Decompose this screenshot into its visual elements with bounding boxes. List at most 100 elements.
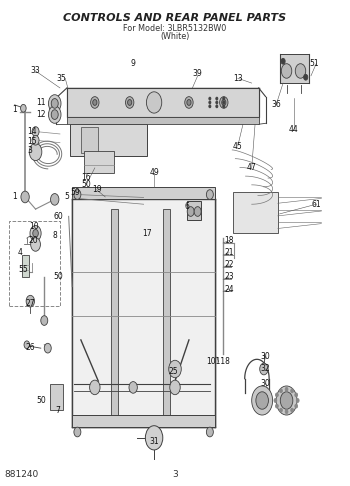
Circle shape [21, 104, 26, 112]
Text: 49: 49 [149, 168, 159, 177]
Bar [280, 54, 309, 83]
Bar [9, 221, 60, 306]
Circle shape [223, 101, 225, 104]
Text: 14: 14 [27, 127, 37, 136]
Text: 16: 16 [81, 173, 91, 182]
Circle shape [44, 343, 51, 353]
Circle shape [32, 136, 39, 145]
Circle shape [129, 382, 137, 393]
Circle shape [275, 393, 278, 397]
Circle shape [126, 97, 134, 108]
Text: 60: 60 [53, 212, 63, 221]
Circle shape [128, 100, 132, 105]
Circle shape [216, 101, 218, 104]
Circle shape [206, 190, 214, 199]
Circle shape [48, 95, 61, 112]
Circle shape [24, 341, 30, 348]
Text: 17: 17 [142, 229, 152, 238]
Circle shape [51, 110, 58, 120]
Text: 22: 22 [224, 260, 234, 269]
Text: 26: 26 [26, 343, 35, 352]
Circle shape [170, 380, 180, 395]
Circle shape [276, 386, 297, 415]
Text: 15: 15 [27, 137, 37, 146]
Text: 50: 50 [53, 273, 63, 281]
Text: 20: 20 [29, 236, 38, 245]
Circle shape [41, 316, 48, 326]
Circle shape [280, 392, 293, 409]
Circle shape [187, 207, 194, 216]
Text: 5: 5 [64, 192, 69, 202]
Circle shape [216, 105, 218, 108]
Text: 23: 23 [224, 273, 234, 281]
Circle shape [146, 92, 162, 113]
Text: 3: 3 [28, 146, 33, 156]
Circle shape [29, 143, 42, 160]
Text: 50: 50 [36, 396, 46, 405]
Text: 7: 7 [56, 406, 61, 415]
Text: 44: 44 [289, 124, 299, 134]
Bar [84, 151, 114, 173]
Text: 881240: 881240 [4, 470, 39, 480]
Text: 4: 4 [18, 248, 22, 257]
Text: 30: 30 [261, 379, 271, 388]
Polygon shape [67, 117, 259, 124]
Bar [111, 209, 118, 417]
Circle shape [219, 97, 228, 108]
Text: 24: 24 [224, 284, 234, 294]
Text: 11: 11 [36, 98, 46, 107]
Circle shape [280, 389, 282, 393]
Circle shape [285, 410, 288, 414]
Bar [70, 124, 147, 156]
Circle shape [48, 106, 61, 123]
Bar [187, 201, 201, 220]
Text: 31: 31 [149, 437, 159, 446]
Circle shape [194, 207, 201, 216]
Text: 6: 6 [185, 202, 190, 211]
Circle shape [291, 389, 294, 393]
Text: 3: 3 [172, 470, 178, 480]
Polygon shape [67, 88, 259, 117]
Circle shape [90, 380, 100, 395]
Circle shape [32, 127, 39, 137]
Circle shape [26, 295, 35, 307]
Text: 45: 45 [233, 141, 243, 151]
Circle shape [33, 229, 38, 237]
Circle shape [295, 64, 306, 78]
Text: 1: 1 [12, 105, 17, 114]
Text: 61: 61 [312, 200, 321, 208]
Circle shape [93, 100, 97, 105]
Circle shape [274, 399, 277, 402]
Bar [232, 192, 278, 233]
Circle shape [206, 427, 214, 437]
Bar [49, 383, 63, 410]
Text: 35: 35 [57, 74, 66, 83]
Circle shape [223, 105, 225, 108]
Bar [72, 415, 215, 427]
Text: 18: 18 [224, 236, 234, 245]
Circle shape [187, 100, 191, 105]
Circle shape [296, 399, 299, 402]
Text: CONTROLS AND REAR PANEL PARTS: CONTROLS AND REAR PANEL PARTS [63, 13, 287, 23]
Text: 33: 33 [31, 67, 41, 75]
Text: 51: 51 [310, 59, 319, 68]
Text: 1: 1 [12, 192, 17, 202]
Circle shape [21, 191, 29, 203]
Text: 27: 27 [26, 299, 35, 308]
Bar [81, 127, 98, 154]
Circle shape [209, 101, 211, 104]
Text: 10118: 10118 [206, 357, 231, 366]
Text: 21: 21 [224, 248, 234, 257]
Text: 55: 55 [19, 265, 28, 274]
Circle shape [216, 97, 218, 100]
Circle shape [223, 97, 225, 100]
Circle shape [74, 427, 81, 437]
Circle shape [281, 64, 292, 78]
Text: 39: 39 [193, 69, 203, 78]
Circle shape [209, 105, 211, 108]
Circle shape [256, 392, 268, 409]
Circle shape [74, 190, 81, 199]
Circle shape [280, 408, 282, 412]
Circle shape [51, 99, 58, 108]
Bar [72, 187, 215, 199]
